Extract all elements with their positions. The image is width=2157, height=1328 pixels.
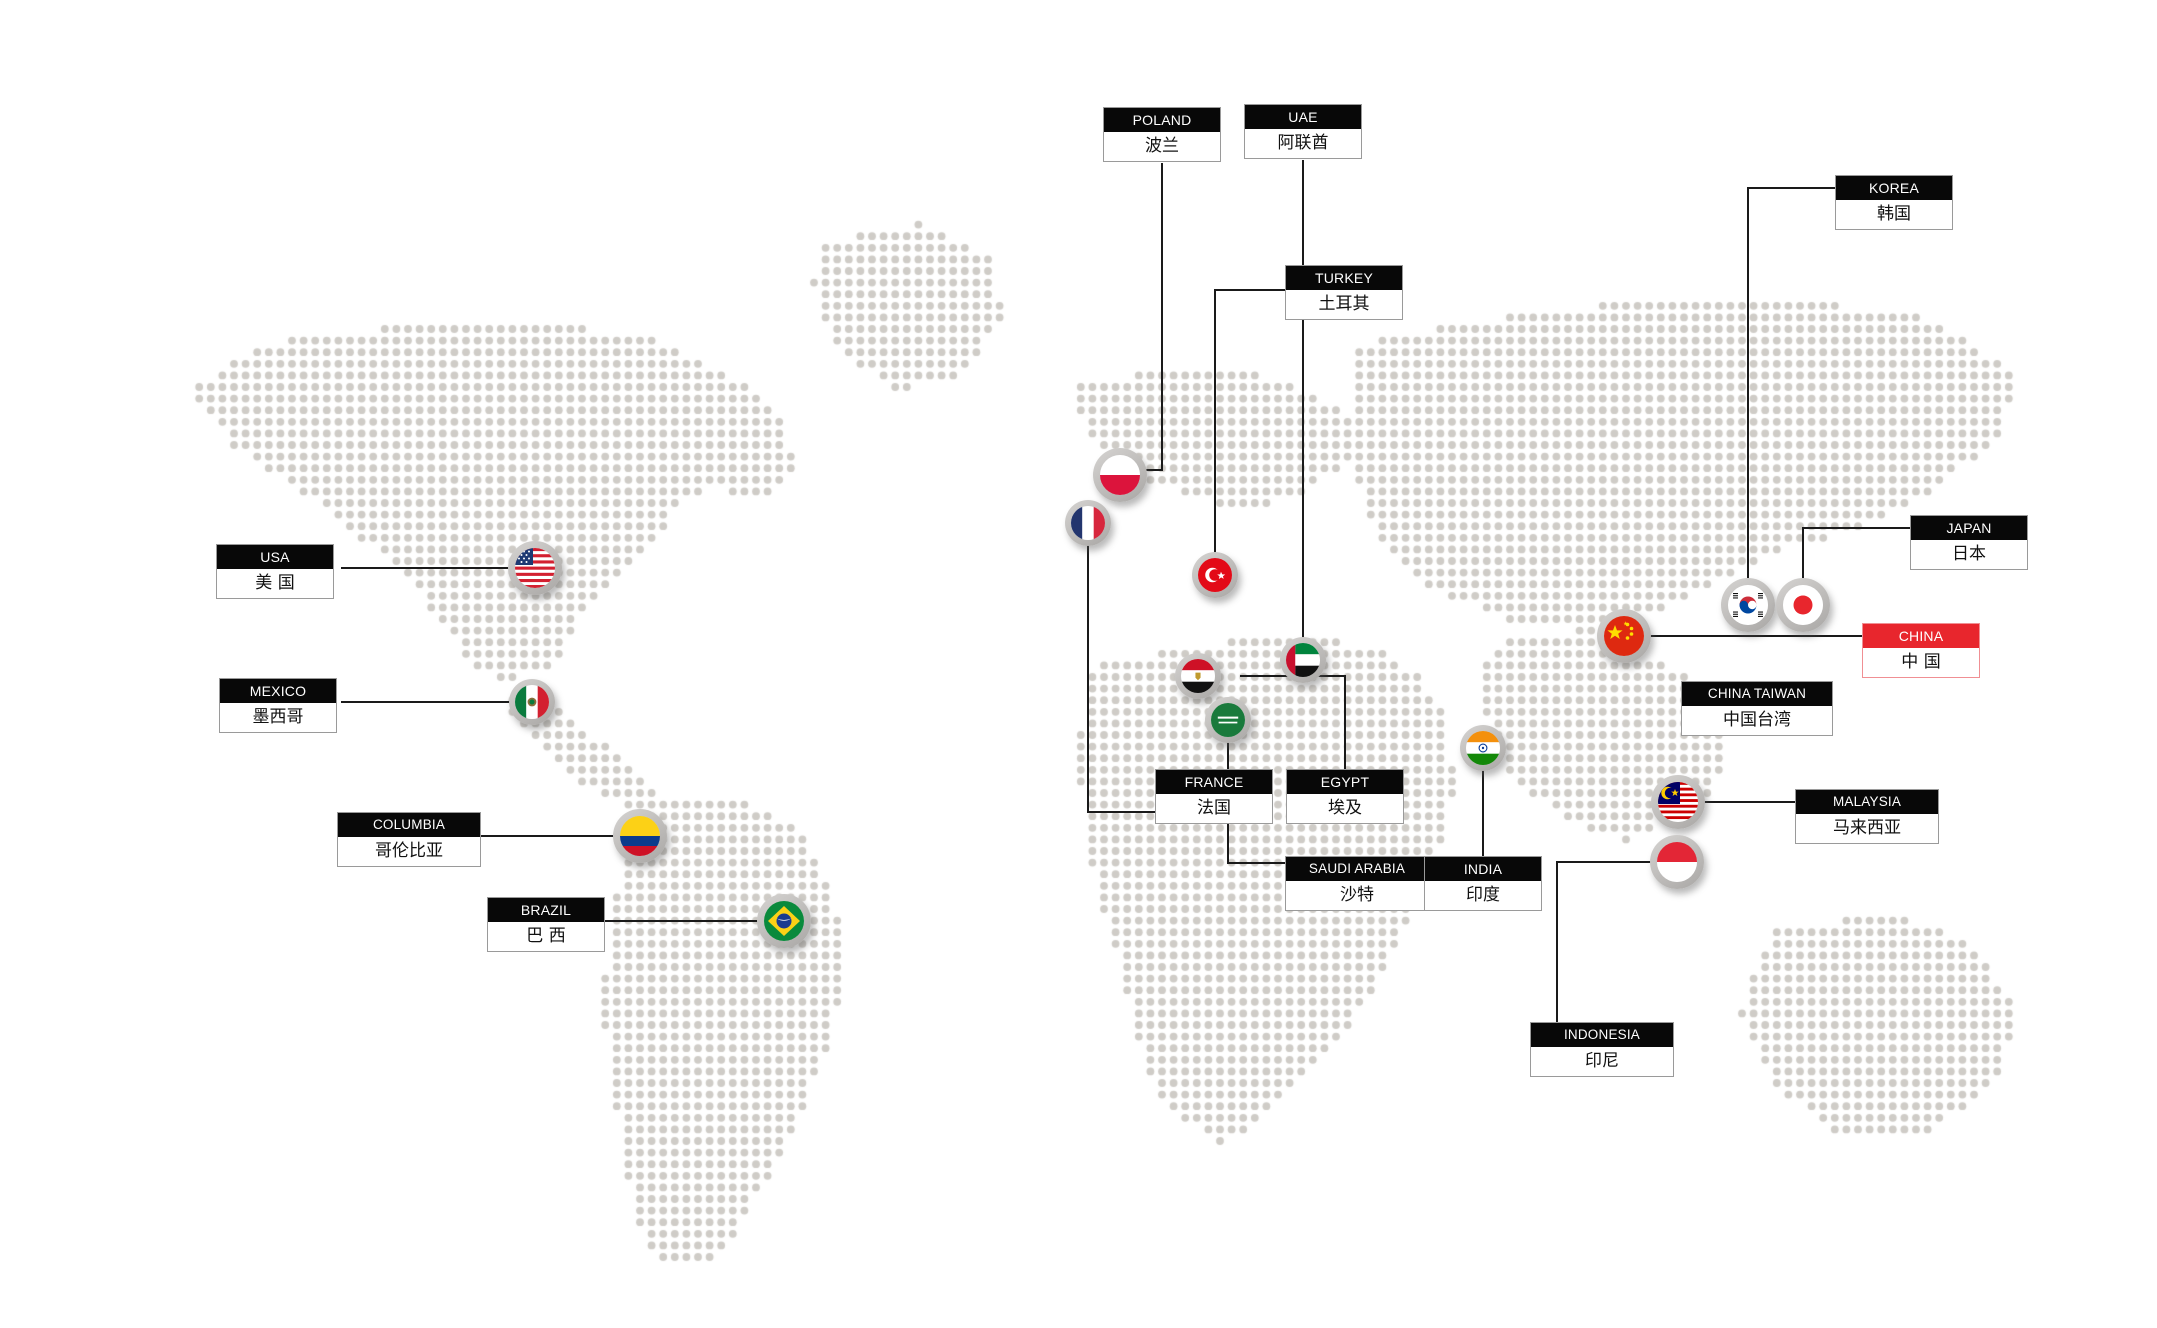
label-indonesia-en: INDONESIA: [1531, 1023, 1673, 1047]
label-indonesia[interactable]: INDONESIA 印尼: [1530, 1022, 1674, 1077]
usa-flag-icon: [515, 548, 555, 588]
pin-turkey[interactable]: [1192, 552, 1238, 598]
label-turkey-zh: 土耳其: [1286, 290, 1402, 319]
pin-saudi[interactable]: [1205, 697, 1251, 743]
label-columbia-en: COLUMBIA: [338, 813, 480, 837]
label-china-zh: 中 国: [1863, 648, 1979, 677]
label-mexico-en: MEXICO: [220, 679, 336, 703]
label-columbia-zh: 哥伦比亚: [338, 837, 480, 866]
label-india-zh: 印度: [1425, 881, 1541, 910]
connector-egypt: [1240, 675, 1346, 775]
label-china-en: CHINA: [1863, 624, 1979, 648]
label-china[interactable]: CHINA 中 国: [1862, 623, 1980, 678]
china-flag-icon: [1604, 616, 1644, 656]
connector-japan: [1802, 527, 1910, 578]
label-uae-en: UAE: [1245, 105, 1361, 129]
connector-korea: [1747, 187, 1835, 578]
label-mexico-zh: 墨西哥: [220, 703, 336, 732]
label-brazil-en: BRAZIL: [488, 898, 604, 922]
label-usa-en: USA: [217, 545, 333, 569]
label-brazil-zh: 巴 西: [488, 922, 604, 951]
pin-mexico[interactable]: [509, 679, 555, 725]
label-malaysia-en: MALAYSIA: [1796, 790, 1938, 814]
label-saudi[interactable]: SAUDI ARABIA 沙特: [1285, 856, 1429, 911]
label-columbia[interactable]: COLUMBIA 哥伦比亚: [337, 812, 481, 867]
pin-usa[interactable]: [508, 541, 562, 595]
pin-columbia[interactable]: [613, 809, 667, 863]
pin-poland[interactable]: [1093, 448, 1147, 502]
label-korea-en: KOREA: [1836, 176, 1952, 200]
label-saudi-zh: 沙特: [1286, 881, 1428, 910]
label-india[interactable]: INDIA 印度: [1424, 856, 1542, 911]
label-usa[interactable]: USA 美 国: [216, 544, 334, 599]
egypt-flag-icon: [1181, 659, 1215, 693]
label-malaysia-zh: 马来西亚: [1796, 814, 1938, 843]
label-taiwan-zh: 中国台湾: [1682, 706, 1832, 735]
label-turkey[interactable]: TURKEY 土耳其: [1285, 265, 1403, 320]
label-egypt[interactable]: EGYPT 埃及: [1286, 769, 1404, 824]
label-saudi-en: SAUDI ARABIA: [1286, 857, 1428, 881]
connector-poland: [1128, 163, 1163, 471]
label-france[interactable]: FRANCE 法国: [1155, 769, 1273, 824]
label-turkey-en: TURKEY: [1286, 266, 1402, 290]
label-malaysia[interactable]: MALAYSIA 马来西亚: [1795, 789, 1939, 844]
label-japan[interactable]: JAPAN 日本: [1910, 515, 2028, 570]
label-france-en: FRANCE: [1156, 770, 1272, 794]
india-flag-icon: [1466, 731, 1500, 765]
label-poland[interactable]: POLAND 波兰: [1103, 107, 1221, 162]
label-mexico[interactable]: MEXICO 墨西哥: [219, 678, 337, 733]
japan-flag-icon: [1783, 585, 1823, 625]
malaysia-flag-icon: [1658, 782, 1698, 822]
label-egypt-en: EGYPT: [1287, 770, 1403, 794]
poland-flag-icon: [1100, 455, 1140, 495]
brazil-flag-icon: [764, 901, 804, 941]
connector-indonesia: [1556, 861, 1677, 1035]
label-brazil[interactable]: BRAZIL 巴 西: [487, 897, 605, 952]
pin-japan[interactable]: [1776, 578, 1830, 632]
korea-flag-icon: [1728, 585, 1768, 625]
label-india-en: INDIA: [1425, 857, 1541, 881]
france-flag-icon: [1071, 506, 1105, 540]
label-korea-zh: 韩国: [1836, 200, 1952, 229]
label-taiwan-en: CHINA TAIWAN: [1682, 682, 1832, 706]
pin-korea[interactable]: [1721, 578, 1775, 632]
label-poland-zh: 波兰: [1104, 132, 1220, 161]
pin-uae[interactable]: [1280, 637, 1326, 683]
label-japan-en: JAPAN: [1911, 516, 2027, 540]
label-korea[interactable]: KOREA 韩国: [1835, 175, 1953, 230]
saudi-flag-icon: [1211, 703, 1245, 737]
pin-china[interactable]: [1597, 609, 1651, 663]
connector-france: [1087, 545, 1155, 813]
colombia-flag-icon: [620, 816, 660, 856]
indonesia-flag-icon: [1657, 842, 1697, 882]
connector-turkey: [1214, 289, 1285, 575]
label-japan-zh: 日本: [1911, 540, 2027, 569]
pin-france[interactable]: [1065, 500, 1111, 546]
label-egypt-zh: 埃及: [1287, 794, 1403, 823]
pin-indonesia[interactable]: [1650, 835, 1704, 889]
pin-india[interactable]: [1460, 725, 1506, 771]
label-france-zh: 法国: [1156, 794, 1272, 823]
connector-saudi: [1227, 720, 1285, 864]
pin-malaysia[interactable]: [1651, 775, 1705, 829]
label-poland-en: POLAND: [1104, 108, 1220, 132]
uae-flag-icon: [1286, 643, 1320, 677]
turkey-flag-icon: [1198, 558, 1232, 592]
label-uae[interactable]: UAE 阿联酋: [1244, 104, 1362, 159]
pin-egypt[interactable]: [1175, 653, 1221, 699]
label-indonesia-zh: 印尼: [1531, 1047, 1673, 1076]
mexico-flag-icon: [515, 685, 549, 719]
label-usa-zh: 美 国: [217, 569, 333, 598]
label-taiwan[interactable]: CHINA TAIWAN 中国台湾: [1681, 681, 1833, 736]
pin-brazil[interactable]: [757, 894, 811, 948]
label-uae-zh: 阿联酋: [1245, 129, 1361, 158]
